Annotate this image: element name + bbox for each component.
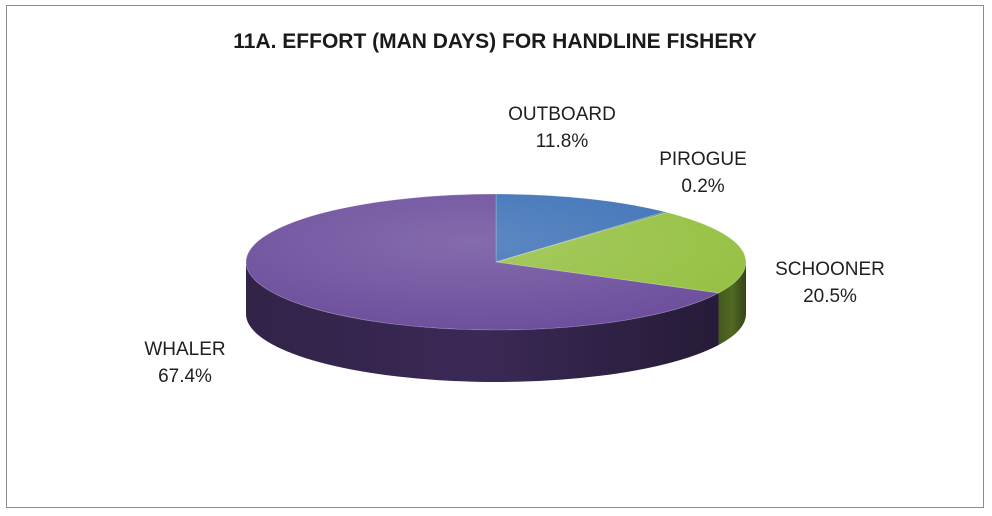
label-value-pirogue: 0.2% <box>681 176 724 197</box>
label-value-whaler: 67.4% <box>158 366 212 387</box>
pie-tops <box>245 193 747 331</box>
pie-top-highlight <box>246 194 746 330</box>
chart-title: 11A. EFFORT (MAN DAYS) FOR HANDLINE FISH… <box>233 30 757 53</box>
label-category-schooner: SCHOONER <box>775 259 885 280</box>
pie-sides <box>246 262 746 383</box>
label-value-schooner: 20.5% <box>803 286 857 307</box>
label-category-whaler: WHALER <box>144 339 225 360</box>
label-category-pirogue: PIROGUE <box>659 149 747 170</box>
pie-side-shade-whaler <box>246 262 719 383</box>
label-value-outboard: 11.8% <box>536 131 589 152</box>
pie-side-shade-schooner <box>718 262 746 345</box>
label-category-outboard: OUTBOARD <box>508 104 616 125</box>
pie-labels: OUTBOARD 11.8% PIROGUE 0.2% SCHOONER 20.5% WHA… <box>144 104 885 387</box>
